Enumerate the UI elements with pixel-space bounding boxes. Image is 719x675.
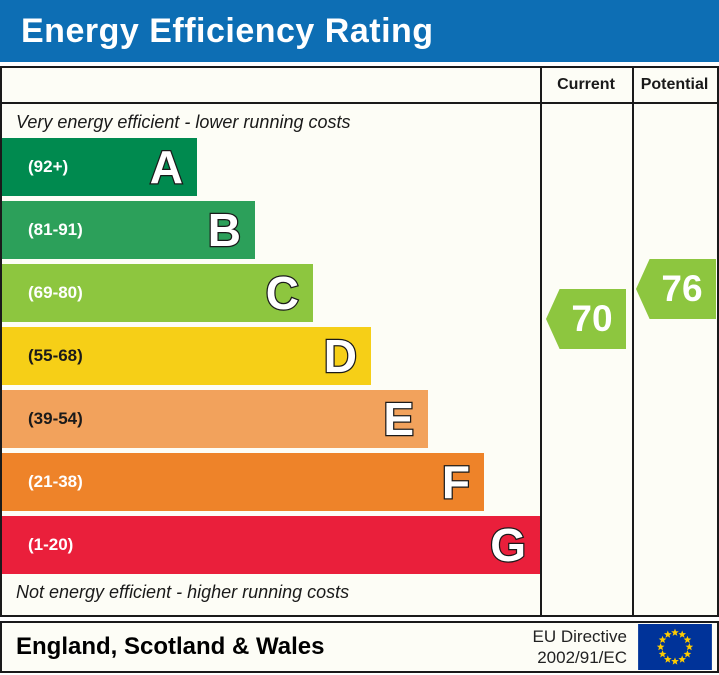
band-letter-a: A <box>149 140 185 195</box>
footer-bar: England, Scotland & Wales EU Directive 2… <box>0 621 719 673</box>
potential-rating-arrow: 76 <box>636 259 716 319</box>
band-range-d: (55-68) <box>28 346 83 365</box>
column-divider-potential <box>632 68 634 615</box>
band-range-b: (81-91) <box>28 220 83 239</box>
band-row-e: (39-54) E <box>2 390 428 448</box>
band-range-a: (92+) <box>28 157 69 176</box>
band-range-c: (69-80) <box>28 283 83 302</box>
band-letter-b: B <box>207 203 243 258</box>
epc-rating-table: Current Potential Very energy efficient … <box>0 66 719 617</box>
eu-directive-label: EU Directive 2002/91/EC <box>533 626 627 669</box>
band-range-f: (21-38) <box>28 472 83 491</box>
band-row-b: (81-91) B <box>2 201 255 259</box>
band-range-g: (1-20) <box>28 535 74 554</box>
region-label: England, Scotland & Wales <box>16 633 325 660</box>
band-row-f: (21-38) F <box>2 453 484 511</box>
bottom-note: Not energy efficient - higher running co… <box>16 582 350 602</box>
eu-flag-icon <box>638 624 712 670</box>
band-letter-c: C <box>265 266 301 321</box>
potential-rating-value: 76 <box>661 268 703 309</box>
current-rating-value: 70 <box>571 298 613 339</box>
page-title: Energy Efficiency Rating <box>21 11 434 50</box>
band-row-d: (55-68) D <box>2 327 371 385</box>
band-letter-d: D <box>323 329 359 384</box>
band-letter-g: G <box>489 518 527 573</box>
title-bar: Energy Efficiency Rating <box>0 0 719 62</box>
top-note: Very energy efficient - lower running co… <box>16 112 351 132</box>
potential-column-header: Potential <box>640 76 709 93</box>
eu-directive-line1: EU Directive <box>532 626 627 646</box>
current-rating-arrow: 70 <box>546 289 626 349</box>
band-letter-f: F <box>441 455 472 510</box>
band-row-c: (69-80) C <box>2 264 313 322</box>
column-divider-current <box>540 68 542 615</box>
table-header-row: Current Potential <box>2 68 717 104</box>
band-row-a: (92+) A <box>2 138 197 196</box>
band-letter-e: E <box>382 392 415 447</box>
eu-directive-line2: 2002/91/EC <box>537 648 627 667</box>
band-row-g: (1-20) G <box>2 516 540 574</box>
band-range-e: (39-54) <box>28 409 83 428</box>
current-column-header: Current <box>557 76 615 93</box>
